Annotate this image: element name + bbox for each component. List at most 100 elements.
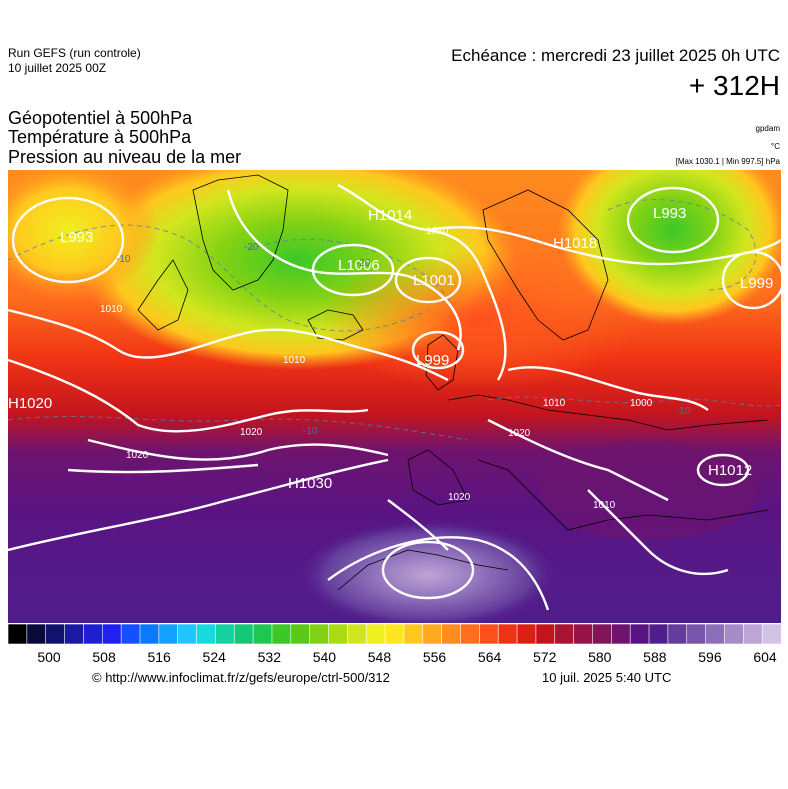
low-norway-sea: L1001 [413,272,455,289]
generation-date: 10 juil. 2025 5:40 UTC [542,670,672,685]
colorbar-swatch [742,624,763,644]
forecast-hour: + 312H [688,70,780,101]
colorbar-swatch [271,624,292,644]
isobar-label: 1010 [100,304,123,315]
isobar-label: 1020 [508,428,531,439]
coastlines [137,174,769,591]
colorbar-swatch [705,624,726,644]
colorbar-swatch [441,624,462,644]
isobar-label: 1000 [630,398,653,409]
field-pressure: Pression au niveau de la mer [8,147,242,167]
low-siberia: L999 [740,275,773,292]
unit-geopotential: gpdam [755,124,780,133]
colorbar-swatch [252,624,273,644]
colorbar-tick-label: 516 [147,649,171,665]
colorbar-swatch [384,624,405,644]
colorbar-swatch [328,624,348,644]
high-azores: H1030 [288,475,332,492]
colorbar-tick-label: 508 [92,649,116,665]
colorbar-tick-label: 524 [202,649,226,665]
colorbar-swatch [177,624,198,644]
copyright: © http://www.infoclimat.fr/z/gefs/europe… [92,670,390,685]
high-greenland: H1014 [368,207,412,224]
colorbar-swatch [460,624,480,644]
colorbar-swatch [611,624,631,644]
isotherm-label: -20 [356,258,371,269]
colorbar-swatch [648,624,669,644]
colorbar-swatch [761,624,781,644]
colorbar-swatch [83,624,103,644]
colorbar [8,624,781,644]
isotherm-labels: -10 -20 -20 -10 -10 [116,242,691,437]
colorbar-swatch [403,624,424,644]
colorbar-swatch [497,624,518,644]
low-labrador: L993 [60,229,93,246]
colorbar-swatch [516,624,537,644]
high-scandinavia: H1018 [553,235,597,252]
colorbar-swatch [573,624,594,644]
colorbar-swatch [347,624,367,644]
isobar-labels: 1010 1010 1010 1010 1020 1020 1020 1000 … [100,226,653,511]
high-east: H1012 [708,462,752,479]
isotherm-label: -10 [303,426,318,437]
colorbar-swatch [45,624,66,644]
high-atlantic-west: H1020 [8,395,52,412]
unit-pressure-range: [Max 1030.1 | Min 997.5] hPa [675,157,780,166]
colorbar-swatch [158,624,179,644]
colorbar-swatch [8,624,28,644]
colorbar-swatch [196,624,216,644]
colorbar-tick-label: 572 [533,649,557,665]
colorbar-swatch [535,624,556,644]
colorbar-swatch [554,624,575,644]
pressure-centers: L993 H1014 H1018 L993 L999 L1001 L1006 L… [8,205,773,492]
isotherm-label: -10 [116,254,131,265]
valid-time: Echéance : mercredi 23 juillet 2025 0h U… [451,46,780,65]
isotherm-label: -20 [244,242,259,253]
run-title: Run GEFS (run controle) [8,46,141,60]
weather-map: L993 H1014 H1018 L993 L999 L1001 L1006 L… [8,170,781,623]
isobar-label: 1010 [593,500,616,511]
isobar-label: 1010 [543,398,566,409]
colorbar-swatch [26,624,47,644]
colorbar-swatch [629,624,650,644]
colorbar-tick-label: 564 [477,649,502,665]
low-north-sea: L999 [416,352,449,369]
colorbar-swatch [233,624,254,644]
isobar-label: 1020 [126,450,149,461]
colorbar-tick-label: 540 [312,649,337,665]
unit-temperature: °C [771,142,780,151]
colorbar-swatch [64,624,85,644]
isobar-label: 1020 [448,492,471,503]
colorbar-swatch [667,624,688,644]
field-temperature: Température à 500hPa [8,127,192,147]
colorbar-swatch [290,624,311,644]
colorbar-swatch [120,624,141,644]
colorbar-swatch [724,624,744,644]
colorbar-swatch [686,624,707,644]
isobars [8,183,781,611]
low-barents: L993 [653,205,686,222]
low-iceland: L1006 [338,257,380,274]
colorbar-tick-label: 580 [588,649,612,665]
colorbar-swatch [215,624,235,644]
colorbar-tick-label: 588 [643,649,667,665]
field-geopotential: Géopotentiel à 500hPa [8,108,193,128]
isobar-label: 1010 [283,355,306,366]
colorbar-swatch [592,624,612,644]
colorbar-swatch [309,624,330,644]
colorbar-tick-label: 532 [257,649,281,665]
colorbar-tick-label: 500 [37,649,61,665]
isobar-label: 1010 [426,226,449,237]
colorbar-tick-label: 556 [422,649,447,665]
colorbar-swatch [479,624,499,644]
colorbar-swatch [139,624,160,644]
colorbar-tick-label: 596 [698,649,722,665]
colorbar-tick-label: 604 [753,649,777,665]
colorbar-swatch [101,624,122,644]
isobar-label: 1020 [240,427,263,438]
colorbar-swatch [365,624,386,644]
colorbar-tick-label: 548 [367,649,392,665]
colorbar-swatch [422,624,443,644]
isotherm-label: -10 [676,406,691,417]
run-date: 10 juillet 2025 00Z [8,61,107,75]
